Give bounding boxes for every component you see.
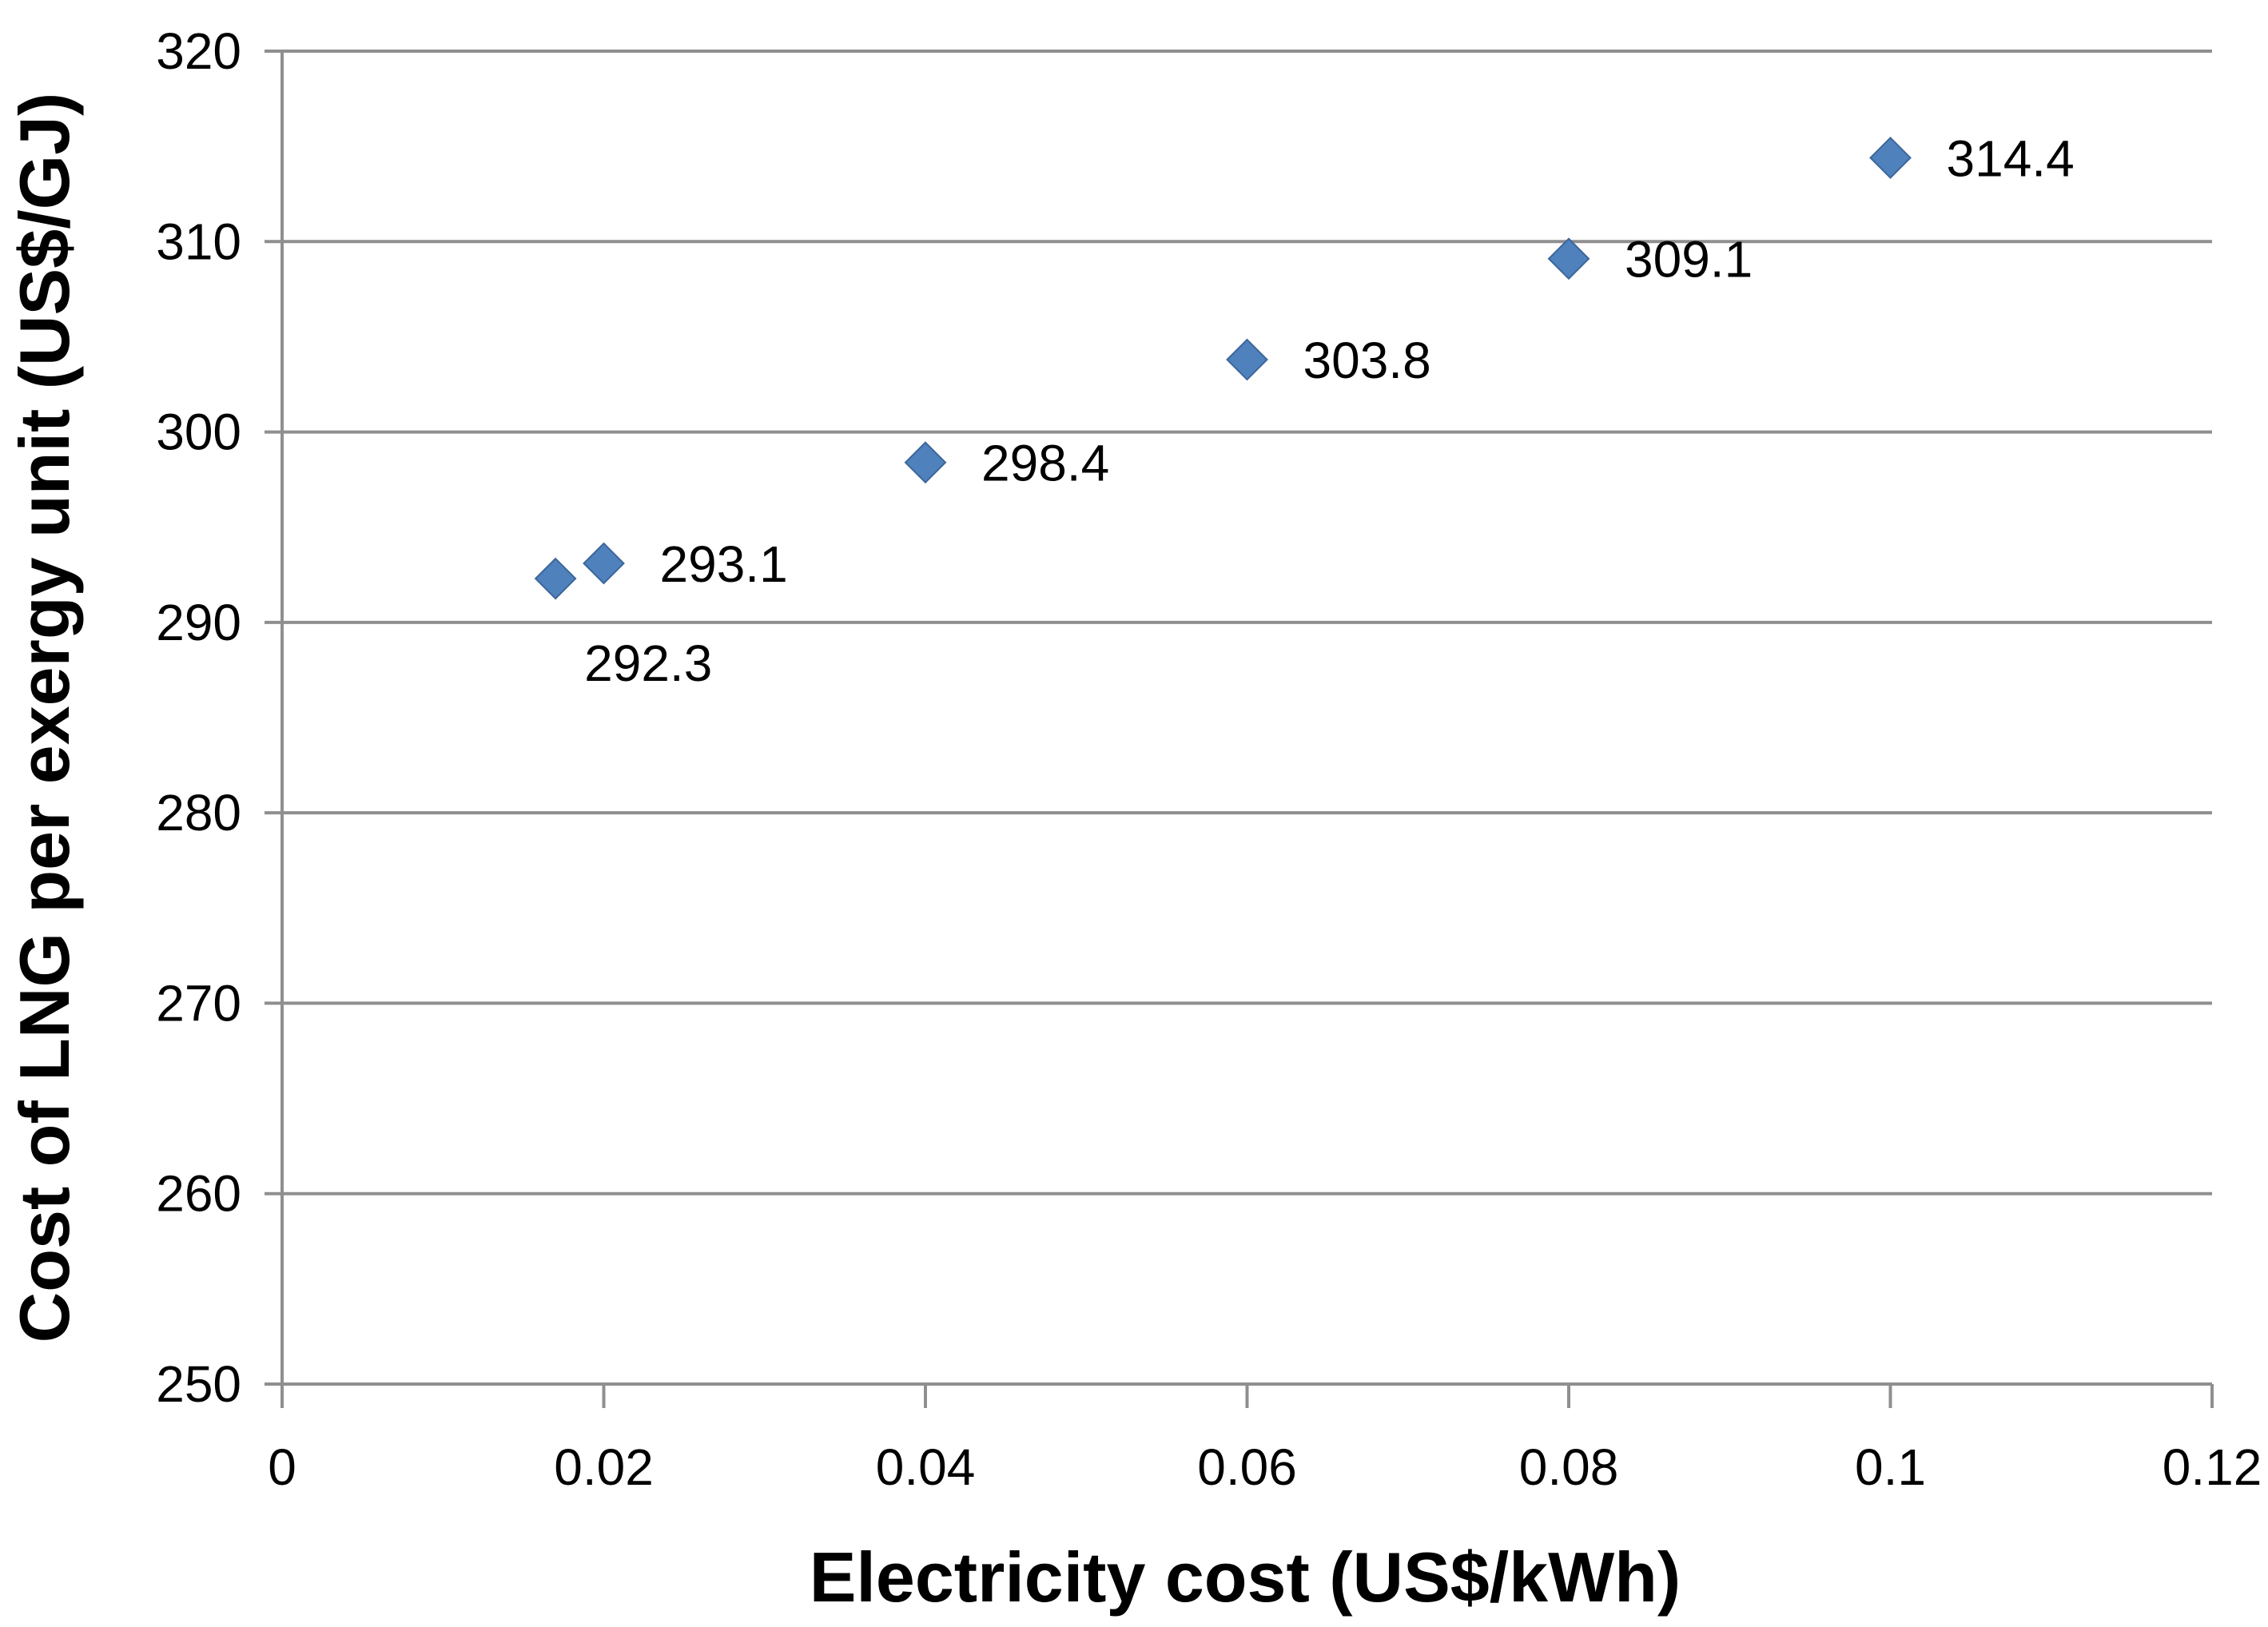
y-axis-tick-labels: 250 260 270 280 290 300 310 320 <box>156 22 241 1413</box>
data-point-label: 293.1 <box>660 535 788 593</box>
x-tick-label: 0.1 <box>1855 1438 1926 1496</box>
x-tick-label: 0 <box>268 1438 296 1496</box>
data-point-diamond <box>1547 237 1590 280</box>
data-point-label: 314.4 <box>1947 129 2075 187</box>
data-point-label: 303.8 <box>1303 332 1431 389</box>
x-tick-label: 0.12 <box>2163 1438 2262 1496</box>
x-tick-label: 0.02 <box>554 1438 654 1496</box>
y-tick-label: 260 <box>156 1165 241 1223</box>
axes <box>281 51 2214 1408</box>
data-point-labels: 292.3 293.1 298.4 303.8 309.1 314.4 <box>584 129 2075 692</box>
data-point-diamond <box>534 557 577 600</box>
x-tick-label: 0.06 <box>1197 1438 1297 1496</box>
data-point-diamond <box>1869 137 1912 179</box>
y-tick-label: 300 <box>156 404 241 461</box>
y-tick-label: 250 <box>156 1355 241 1413</box>
data-point-label: 309.1 <box>1625 231 1753 288</box>
x-axis-title: Electricity cost (US$/kWh) <box>810 1537 1681 1617</box>
gridlines <box>265 50 2212 1386</box>
y-tick-label: 270 <box>156 974 241 1032</box>
y-tick-label: 310 <box>156 213 241 270</box>
y-tick-label: 320 <box>156 22 241 80</box>
y-axis-title: Cost of LNG per exergy unit (US$/GJ) <box>5 93 84 1343</box>
x-tick-label: 0.04 <box>876 1438 976 1496</box>
data-point-diamond <box>1226 338 1268 381</box>
data-points <box>534 137 1912 600</box>
data-point-label: 292.3 <box>584 634 712 692</box>
x-tick-label: 0.08 <box>1519 1438 1619 1496</box>
y-tick-label: 290 <box>156 594 241 651</box>
y-tick-label: 280 <box>156 784 241 841</box>
data-point-diamond <box>583 542 625 585</box>
x-axis-tick-labels: 0 0.02 0.04 0.06 0.08 0.1 0.12 <box>268 1438 2262 1496</box>
data-point-diamond <box>904 441 947 484</box>
data-point-label: 298.4 <box>981 435 1109 492</box>
